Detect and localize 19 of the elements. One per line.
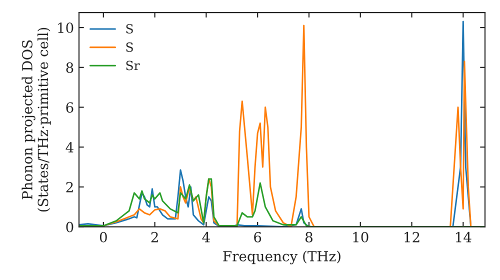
y-tick-label: 4 <box>66 142 74 152</box>
x-tick-label: 2 <box>151 232 158 242</box>
x-tick-label: 14 <box>456 232 472 242</box>
y-tick-label: 2 <box>66 182 73 192</box>
x-tick-label: 0 <box>100 232 107 242</box>
legend-label: S <box>126 24 133 34</box>
y-axis-title: Phonon projected DOS (States/THz·primitive cell) <box>22 28 51 212</box>
y-tick-label: 0 <box>66 222 74 232</box>
x-tick-label: 10 <box>353 232 368 242</box>
x-tick-label: 6 <box>254 232 262 242</box>
y-tick-label: 8 <box>66 62 74 73</box>
legend-label: Sr <box>126 60 140 70</box>
y-tick-label: 10 <box>58 22 74 34</box>
x-tick-label: 4 <box>202 232 210 242</box>
legend-label: S <box>126 42 133 52</box>
x-tick-label: 8 <box>305 232 312 242</box>
x-axis-title: Frequency (THz) <box>223 250 340 264</box>
x-tick-label: 12 <box>404 232 420 242</box>
y-tick-label: 6 <box>66 102 74 113</box>
